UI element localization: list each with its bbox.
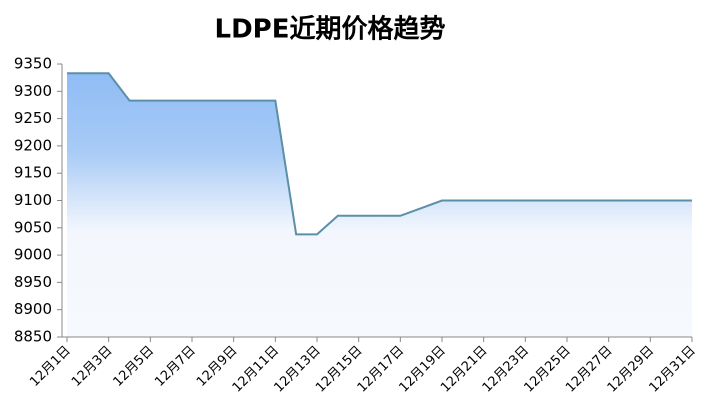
x-tick-label: 12月5日 — [111, 343, 158, 390]
y-tick-label: 8900 — [14, 300, 52, 318]
area — [67, 73, 692, 338]
y-tick-label: 9050 — [14, 218, 52, 236]
x-tick-label: 12月1日 — [27, 343, 74, 390]
y-tick-label: 9300 — [14, 82, 52, 100]
y-tick-label: 9350 — [14, 55, 52, 73]
y-tick-label: 9150 — [14, 164, 52, 182]
x-tick-label: 12月3日 — [69, 343, 116, 390]
y-tick-label: 9100 — [14, 191, 52, 209]
y-tick-label: 9200 — [14, 136, 52, 154]
x-tick-label: 12月7日 — [152, 343, 199, 390]
y-tick-label: 9000 — [14, 246, 52, 264]
y-tick-label: 9250 — [14, 109, 52, 127]
chart-title: LDPE近期价格趋势 — [215, 14, 446, 45]
y-tick-label: 8950 — [14, 273, 52, 291]
y-tick-label: 8850 — [14, 328, 52, 346]
line — [67, 72, 692, 236]
